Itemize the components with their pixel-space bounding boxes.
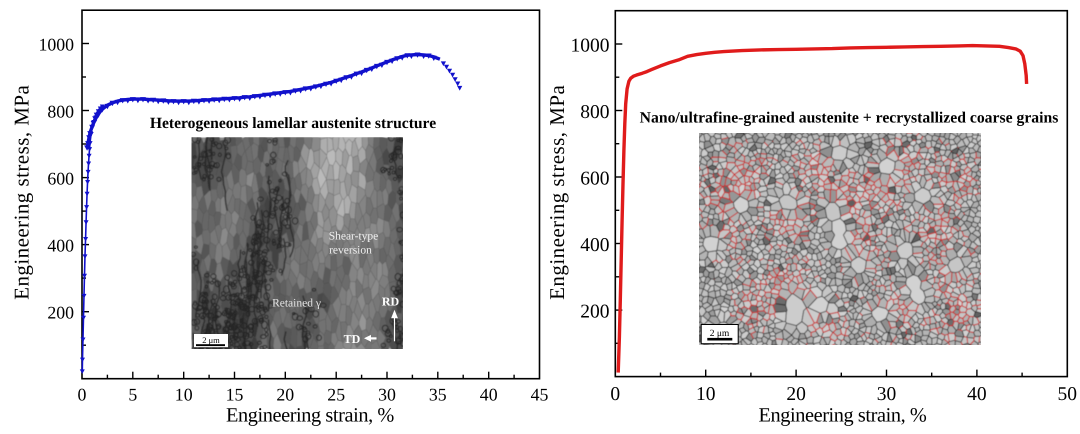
svg-text:40: 40 bbox=[967, 384, 987, 405]
svg-text:50: 50 bbox=[1058, 384, 1078, 405]
svg-text:200: 200 bbox=[47, 303, 74, 323]
svg-text:20: 20 bbox=[276, 385, 294, 405]
svg-text:600: 600 bbox=[47, 168, 74, 188]
svg-text:400: 400 bbox=[580, 235, 609, 256]
svg-text:2 μm: 2 μm bbox=[710, 329, 730, 339]
svg-text:Engineering strain, %: Engineering strain, % bbox=[759, 405, 927, 427]
svg-text:TD: TD bbox=[344, 332, 361, 346]
svg-text:RD: RD bbox=[382, 294, 400, 308]
svg-text:800: 800 bbox=[47, 101, 74, 121]
svg-text:30: 30 bbox=[877, 384, 897, 405]
svg-text:1000: 1000 bbox=[571, 35, 610, 56]
svg-text:Nano/ultrafine-grained austeni: Nano/ultrafine-grained austenite + recry… bbox=[640, 109, 1059, 126]
svg-text:15: 15 bbox=[226, 385, 244, 405]
svg-text:2 μm: 2 μm bbox=[202, 335, 220, 345]
svg-text:1000: 1000 bbox=[38, 34, 74, 54]
svg-text:40: 40 bbox=[480, 385, 498, 405]
svg-text:Retained γ: Retained γ bbox=[272, 297, 321, 309]
svg-text:800: 800 bbox=[580, 102, 609, 123]
svg-text:25: 25 bbox=[327, 385, 345, 405]
svg-text:400: 400 bbox=[47, 235, 74, 255]
svg-text:Engineering strain, %: Engineering strain, % bbox=[226, 405, 394, 427]
svg-text:Heterogeneous lamellar austeni: Heterogeneous lamellar austenite structu… bbox=[150, 115, 436, 132]
svg-text:200: 200 bbox=[580, 301, 609, 322]
svg-text:Engineering stress, MPa: Engineering stress, MPa bbox=[9, 85, 33, 300]
svg-text:20: 20 bbox=[786, 384, 806, 405]
svg-text:Engineering stress, MPa: Engineering stress, MPa bbox=[545, 85, 569, 300]
svg-text:5: 5 bbox=[128, 385, 137, 405]
svg-text:0: 0 bbox=[78, 385, 87, 405]
svg-text:Shear-type: Shear-type bbox=[329, 230, 379, 242]
svg-text:45: 45 bbox=[531, 385, 549, 405]
svg-text:600: 600 bbox=[580, 168, 609, 189]
svg-text:0: 0 bbox=[610, 384, 620, 405]
svg-text:10: 10 bbox=[175, 385, 193, 405]
svg-text:10: 10 bbox=[696, 384, 716, 405]
svg-text:30: 30 bbox=[378, 385, 396, 405]
svg-text:reversion: reversion bbox=[329, 244, 372, 256]
svg-text:35: 35 bbox=[429, 385, 447, 405]
